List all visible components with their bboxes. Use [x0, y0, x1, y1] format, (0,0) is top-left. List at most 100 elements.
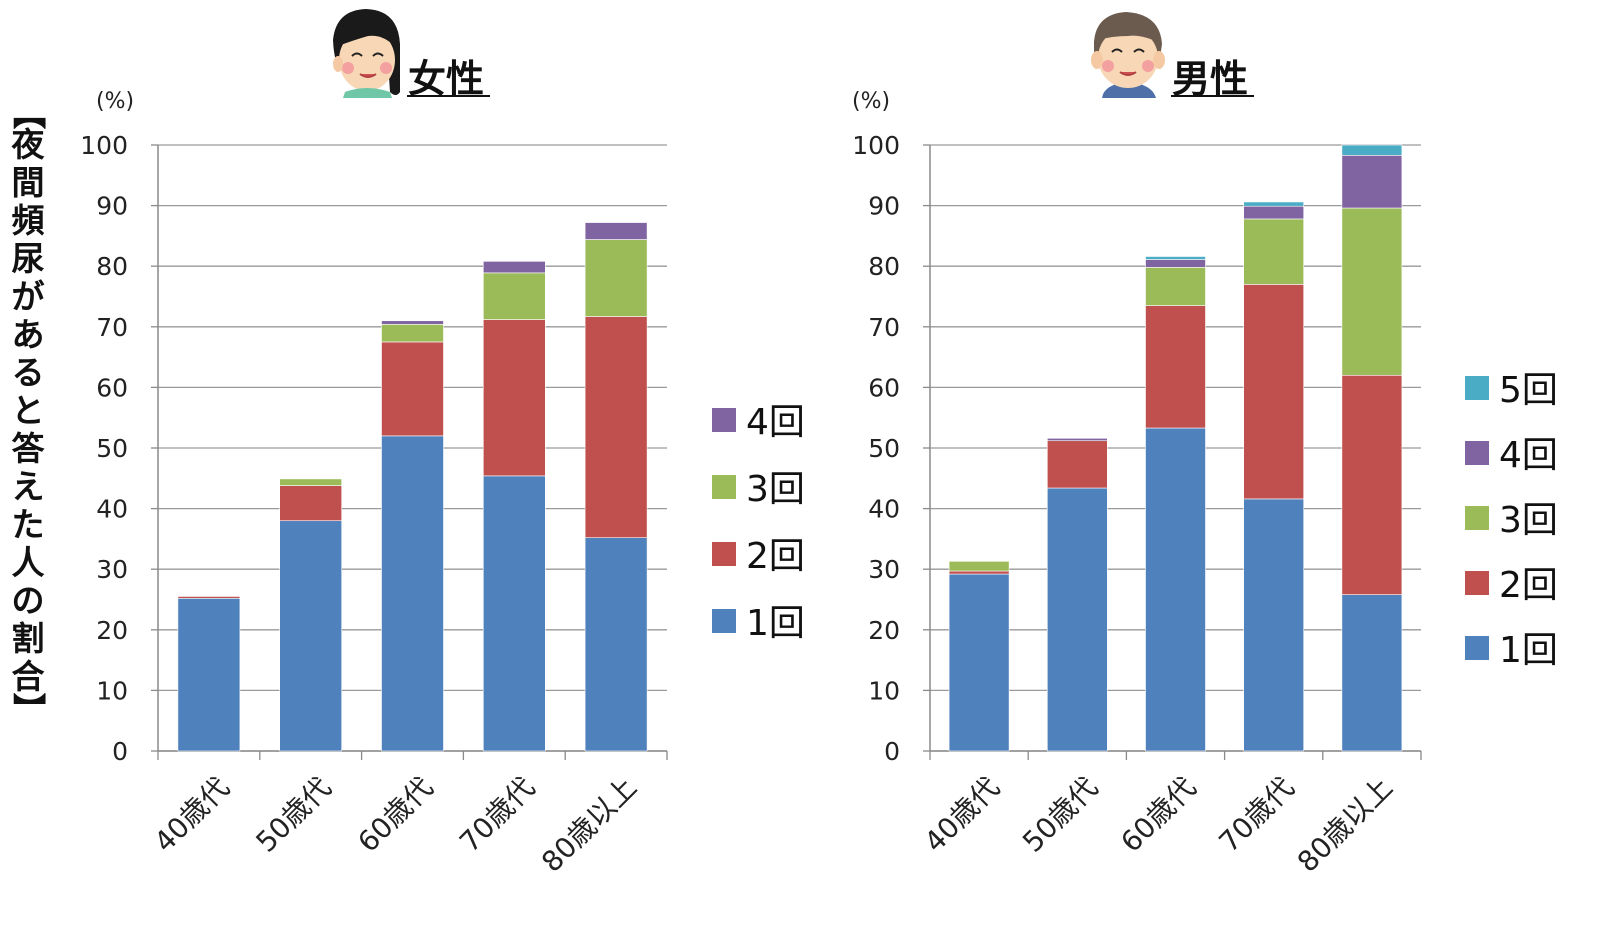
female-bar-2回-70歳代	[482, 319, 546, 477]
male-y-tick-label: 30	[868, 555, 900, 584]
female-y-tick-label: 100	[80, 131, 128, 160]
female-legend-label: 4回	[746, 402, 805, 443]
female-chart: (%) 0 10 20 30 40 50 60 70 80 90 100 40歳代 50歳代 60歳代 70歳…	[80, 89, 805, 879]
y-axis-title-char: 頻	[11, 201, 45, 240]
female-bar-4回-60歳代	[381, 320, 444, 325]
y-axis-title-char: あ	[11, 315, 45, 354]
male-bar-4回-50歳代	[1047, 438, 1108, 442]
male-y-tick-label: 0	[884, 737, 900, 766]
female-bar-1回-50歳代	[279, 520, 343, 752]
female-legend-swatch	[712, 475, 736, 499]
y-axis-title-char: 尿	[11, 239, 45, 278]
y-axis-title: 【夜間頻尿があると答えた人の割合】	[8, 97, 48, 726]
male-bar-5回-80歳以上	[1341, 144, 1403, 156]
female-bar-3回-80歳以上	[584, 239, 648, 317]
male-chart-header: 男性	[1091, 12, 1254, 101]
male-legend-label: 3回	[1499, 500, 1558, 541]
male-legend-label: 4回	[1499, 435, 1558, 476]
male-bar-4回-60歳代	[1145, 259, 1206, 268]
male-legend-swatch	[1465, 506, 1489, 530]
female-bar-1回-70歳代	[482, 475, 546, 752]
y-axis-title-char: 夜	[11, 125, 45, 164]
male-legend-label: 2回	[1499, 565, 1558, 606]
female-y-unit-label: (%)	[96, 89, 134, 114]
male-bar-1回-80歳以上	[1341, 594, 1403, 752]
male-bar-3回-80歳以上	[1341, 207, 1403, 376]
male-bar-5回-60歳代	[1145, 256, 1206, 260]
y-axis-title-char: と	[11, 391, 45, 430]
female-chart-title: 女性	[408, 57, 484, 101]
female-chart-header: 女性	[333, 9, 490, 101]
male-legend-label: 5回	[1499, 370, 1558, 411]
female-bar-2回-80歳以上	[584, 316, 648, 538]
female-x-category-label: 40歳代	[148, 771, 236, 859]
male-y-tick-label: 80	[868, 252, 900, 281]
female-bar-3回-70歳代	[482, 272, 546, 320]
y-axis-title-char: た	[11, 505, 45, 544]
male-x-category-label: 50歳代	[1016, 771, 1104, 859]
female-legend-label: 1回	[746, 603, 805, 644]
female-bar-2回-60歳代	[381, 341, 444, 437]
female-bar-3回-50歳代	[279, 478, 343, 486]
male-legend-swatch	[1465, 636, 1489, 660]
male-x-category-label: 60歳代	[1114, 771, 1202, 859]
male-x-category-label: 40歳代	[918, 771, 1006, 859]
y-axis-title-char: え	[11, 467, 45, 506]
male-x-category-label: 70歳代	[1213, 771, 1301, 859]
male-bar-5回-70歳代	[1243, 201, 1304, 207]
female-bar-2回-50歳代	[279, 485, 343, 522]
female-y-tick-label: 20	[96, 616, 128, 645]
female-x-category-label: 80歳以上	[535, 771, 643, 879]
female-y-tick-label: 90	[96, 192, 128, 221]
male-legend-label: 1回	[1499, 630, 1558, 671]
male-legend-swatch	[1465, 571, 1489, 595]
male-bar-2回-60歳代	[1145, 305, 1206, 429]
male-bar-2回-50歳代	[1047, 440, 1108, 489]
male-y-tick-label: 90	[868, 192, 900, 221]
male-chart: (%) 0 10 20 30 40 50 60 70 80 90 100 40歳代 50歳代 60歳代 70歳…	[852, 89, 1558, 879]
male-y-tick-label: 50	[868, 434, 900, 463]
y-axis-title-char: 割	[11, 619, 45, 658]
male-x-category-label: 80歳以上	[1291, 771, 1399, 879]
female-bar-1回-80歳以上	[584, 537, 648, 752]
female-bar-1回-60歳代	[381, 435, 444, 752]
female-y-tick-label: 10	[96, 676, 128, 705]
female-y-tick-label: 80	[96, 252, 128, 281]
male-chart-title: 男性	[1172, 57, 1248, 101]
male-y-unit-label: (%)	[852, 89, 890, 114]
female-x-category-label: 70歳代	[453, 771, 541, 859]
female-legend-label: 2回	[746, 536, 805, 577]
male-bar-3回-60歳代	[1145, 267, 1206, 306]
male-y-tick-label: 10	[868, 676, 900, 705]
y-axis-title-char: が	[11, 277, 45, 316]
female-bar-4回-80歳以上	[584, 222, 648, 240]
male-bar-1回-70歳代	[1243, 498, 1304, 752]
woman-avatar-icon	[333, 9, 400, 98]
male-y-tick-label: 70	[868, 313, 900, 342]
y-axis-title-char: 答	[11, 429, 45, 468]
male-y-tick-label: 20	[868, 616, 900, 645]
y-axis-title-char: 間	[11, 163, 45, 202]
male-bar-1回-50歳代	[1047, 487, 1108, 752]
female-y-tick-label: 60	[96, 373, 128, 402]
female-bar-3回-60歳代	[381, 324, 444, 343]
female-x-category-label: 60歳代	[351, 771, 439, 859]
male-bar-2回-80歳以上	[1341, 374, 1403, 595]
female-y-tick-label: 70	[96, 313, 128, 342]
male-bar-2回-70歳代	[1243, 284, 1304, 500]
female-legend-swatch	[712, 609, 736, 633]
female-legend-swatch	[712, 408, 736, 432]
y-axis-title-char: る	[11, 353, 45, 392]
female-bar-2回-40歳代	[177, 596, 241, 599]
female-y-tick-label: 0	[112, 737, 128, 766]
male-y-tick-label: 60	[868, 373, 900, 402]
female-legend-swatch	[712, 542, 736, 566]
male-legend-swatch	[1465, 441, 1489, 465]
male-bar-3回-40歳代	[948, 561, 1010, 572]
male-y-tick-label: 100	[852, 131, 900, 160]
female-bar-1回-40歳代	[177, 597, 241, 752]
male-bar-1回-40歳代	[948, 573, 1010, 752]
female-legend-label: 3回	[746, 469, 805, 510]
y-axis-title-char: 合	[11, 657, 45, 696]
